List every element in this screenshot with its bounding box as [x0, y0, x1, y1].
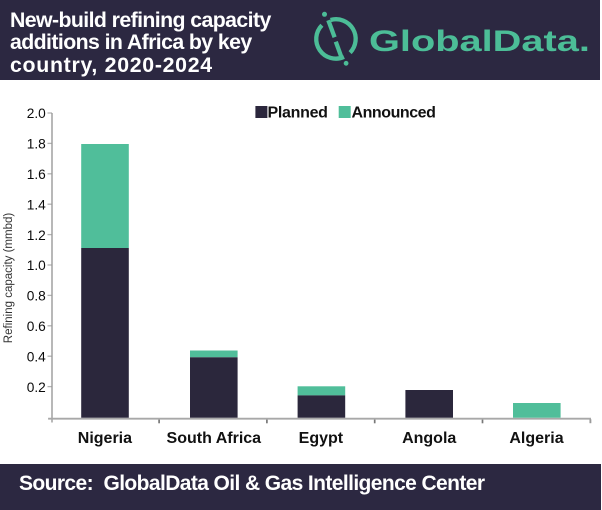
svg-text:Announced: Announced [352, 105, 436, 122]
svg-text:South Africa: South Africa [167, 430, 262, 447]
svg-text:Algeria: Algeria [509, 430, 563, 447]
svg-text:Angola: Angola [402, 430, 456, 447]
svg-text:0.6: 0.6 [27, 319, 46, 334]
svg-text:1.8: 1.8 [27, 137, 46, 152]
svg-text:Refining capacity (mmbd): Refining capacity (mmbd) [3, 213, 15, 344]
svg-text:Planned: Planned [268, 105, 328, 122]
svg-text:Nigeria: Nigeria [78, 430, 132, 447]
svg-text:0.4: 0.4 [27, 349, 46, 364]
svg-text:1.4: 1.4 [27, 197, 46, 212]
svg-text:0.2: 0.2 [27, 380, 46, 395]
svg-text:2.0: 2.0 [27, 106, 46, 121]
svg-text:0.8: 0.8 [27, 289, 46, 304]
svg-text:Egypt: Egypt [299, 430, 344, 447]
svg-text:1.0: 1.0 [27, 258, 46, 273]
svg-text:1.6: 1.6 [27, 167, 46, 182]
svg-text:1.2: 1.2 [27, 228, 46, 243]
